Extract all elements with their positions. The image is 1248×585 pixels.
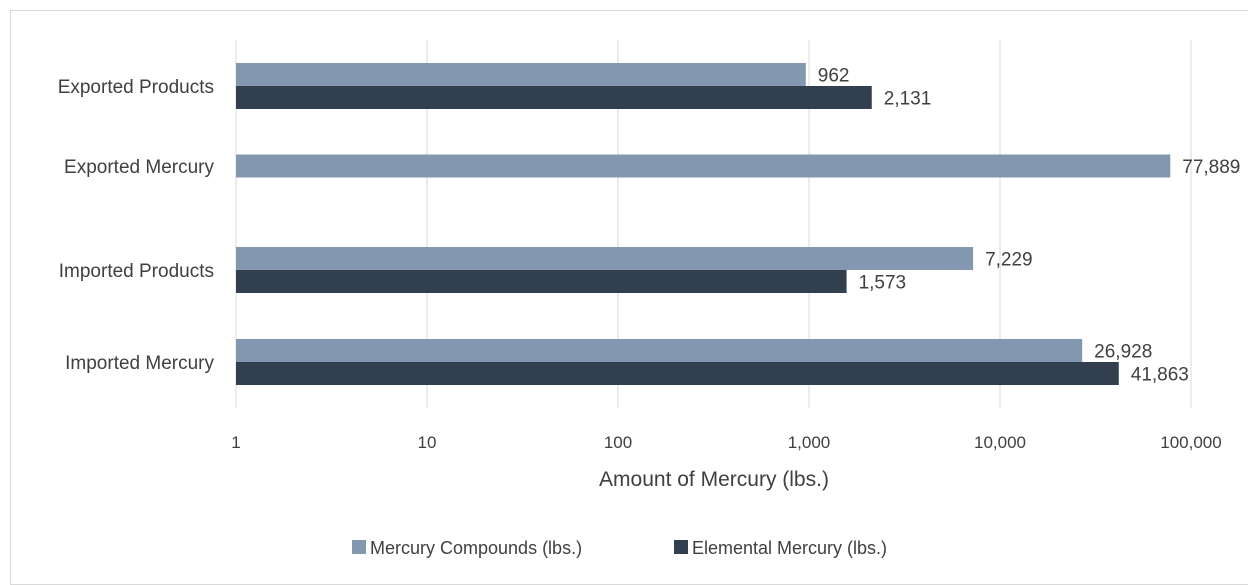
data-label: 1,573 <box>859 273 907 294</box>
x-tick-label: 100 <box>604 433 632 452</box>
x-tick-label: 1 <box>231 433 240 452</box>
bar <box>236 362 1119 385</box>
data-label: 26,928 <box>1094 342 1152 363</box>
data-label: 2,131 <box>884 89 932 110</box>
category-label: Imported Mercury <box>65 353 214 374</box>
x-tick-label: 1,000 <box>788 433 831 452</box>
legend-label: Elemental Mercury (lbs.) <box>692 538 887 558</box>
legend: Mercury Compounds (lbs.) Elemental Mercur… <box>352 538 887 558</box>
bar <box>236 247 974 270</box>
data-label: 7,229 <box>985 250 1033 271</box>
category-labels: Imported Mercury Imported Products Exporte… <box>58 77 215 374</box>
x-tick-labels: 1 10 100 1,000 10,000 100,000 <box>231 433 1221 452</box>
x-axis-title: Amount of Mercury (lbs.) <box>599 468 829 491</box>
bars <box>236 63 1171 385</box>
category-label: Exported Mercury <box>64 157 214 178</box>
x-tick-label: 10,000 <box>974 433 1026 452</box>
data-label: 41,863 <box>1131 365 1189 386</box>
category-label: Imported Products <box>59 261 214 282</box>
x-tick-label: 10 <box>418 433 437 452</box>
bar <box>236 63 806 86</box>
bar <box>236 339 1083 362</box>
legend-swatch <box>674 540 688 554</box>
category-label: Exported Products <box>58 77 214 98</box>
bar <box>236 154 1171 178</box>
data-label: 962 <box>818 66 850 87</box>
x-tick-label: 100,000 <box>1160 433 1221 452</box>
legend-label: Mercury Compounds (lbs.) <box>370 538 582 558</box>
data-label: 77,889 <box>1182 157 1240 178</box>
legend-swatch <box>352 540 366 554</box>
bar <box>236 270 847 293</box>
bar <box>236 86 872 109</box>
